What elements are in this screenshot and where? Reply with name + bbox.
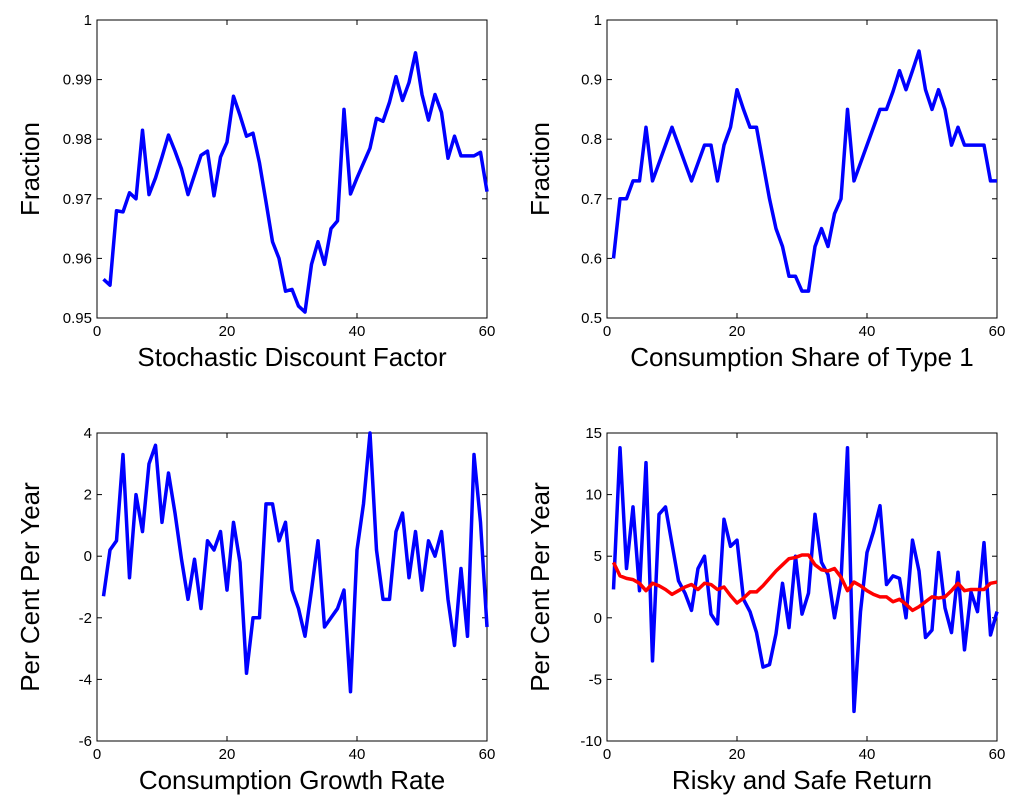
y-tick-label: 0.99 [63, 72, 92, 89]
axes-frame [96, 19, 488, 319]
x-tick-label: 60 [989, 746, 1006, 763]
x-tick-label: 60 [479, 746, 496, 763]
x-tick-label: 60 [989, 323, 1006, 340]
y-tick-label: 0.6 [581, 250, 602, 267]
y-tick-label: 0 [594, 610, 602, 627]
y-tick-label: 2 [84, 487, 92, 504]
y-tick-label: 0.98 [63, 131, 92, 148]
data-line [102, 51, 489, 314]
y-tick-label: -4 [79, 671, 92, 688]
x-axis-label: Consumption Share of Type 1 [630, 342, 974, 372]
y-tick-label: 5 [594, 548, 602, 565]
data-line [611, 553, 998, 613]
data-line [611, 446, 999, 714]
x-tick-label: 60 [479, 323, 496, 340]
x-axis-label: Stochastic Discount Factor [137, 342, 447, 372]
y-tick-label: 0.5 [581, 310, 602, 327]
y-axis-label: Per Cent Per Year [15, 482, 45, 692]
y-tick-label: -10 [580, 733, 602, 750]
subplot: 0 20 40 60 -6 -4 -2 0 2 4 Consumption Growth Rate P… [15, 425, 495, 795]
y-tick-label: 10 [585, 487, 602, 504]
axes-frame [606, 19, 998, 319]
x-tick-label: 40 [349, 746, 366, 763]
subplot: 0 20 40 60 0.95 0.96 0.97 0.98 0.99 1 Stochastic D… [15, 12, 495, 372]
x-tick-label: 0 [93, 323, 101, 340]
subplot: 0 20 40 60 -10 -5 0 5 10 15 Risky and Safe Return P… [525, 425, 1005, 795]
axes-frame [606, 432, 998, 742]
x-tick-label: 20 [219, 746, 236, 763]
y-tick-label: 0.97 [63, 191, 92, 208]
x-axis-label: Risky and Safe Return [672, 765, 932, 795]
x-tick-label: 20 [729, 746, 746, 763]
data-line [101, 431, 489, 694]
data-line [611, 49, 997, 293]
x-tick-label: 40 [859, 323, 876, 340]
y-tick-label: 0.7 [581, 191, 602, 208]
x-tick-label: 0 [603, 746, 611, 763]
y-tick-label: 0.96 [63, 250, 92, 267]
x-tick-label: 40 [859, 746, 876, 763]
y-axis-label: Fraction [15, 122, 45, 216]
y-axis-label: Fraction [525, 122, 555, 216]
y-tick-label: -6 [79, 733, 92, 750]
x-axis-label: Consumption Growth Rate [139, 765, 445, 795]
y-tick-label: 15 [585, 425, 602, 442]
y-tick-label: 1 [594, 12, 602, 29]
y-tick-label: 0 [84, 548, 92, 565]
y-tick-label: 4 [84, 425, 92, 442]
x-tick-label: 0 [603, 323, 611, 340]
y-tick-label: -2 [79, 610, 92, 627]
y-tick-label: 0.8 [581, 131, 602, 148]
y-axis-label: Per Cent Per Year [525, 482, 555, 692]
y-tick-label: 0.95 [63, 310, 92, 327]
y-tick-label: -5 [589, 671, 602, 688]
y-tick-label: 1 [84, 12, 92, 29]
x-tick-label: 40 [349, 323, 366, 340]
x-tick-label: 0 [93, 746, 101, 763]
subplot: 0 20 40 60 0.5 0.6 0.7 0.8 0.9 1 Consumption Share… [525, 12, 1005, 372]
y-tick-label: 0.9 [581, 72, 602, 89]
x-tick-label: 20 [219, 323, 236, 340]
x-tick-label: 20 [729, 323, 746, 340]
